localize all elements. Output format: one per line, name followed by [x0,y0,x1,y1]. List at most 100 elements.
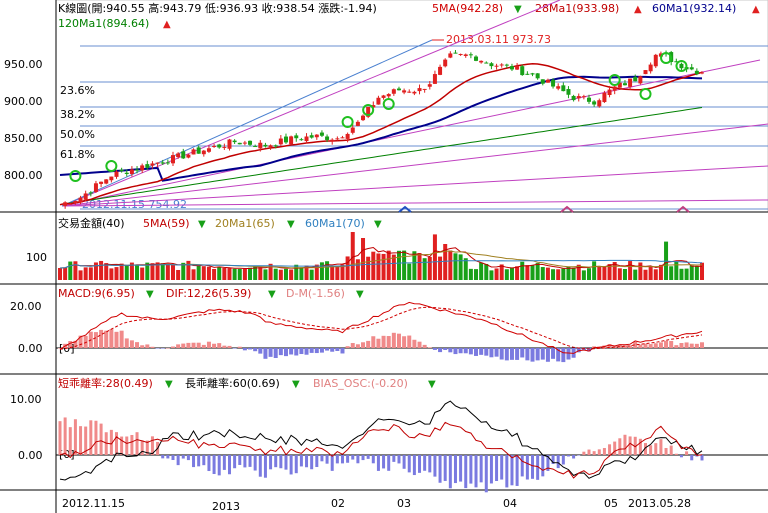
macd-histogram-bar [566,348,571,360]
candle-body [253,146,258,148]
bias-osc-bar [438,455,442,483]
candle-body [319,132,324,136]
bias-osc-bar [202,455,206,466]
bias-osc-bar [453,455,457,484]
bias-osc-bar [109,429,113,455]
macd-histogram-bar [535,348,540,361]
macd-histogram-bar [222,345,227,348]
bias-osc-bar [551,455,555,464]
candle-body [535,73,540,79]
candle-body [99,181,104,184]
low-annotation: 2012.11.15 754.92 [82,198,187,211]
bias-osc-bar [68,427,72,455]
candle-body [340,137,345,139]
bias-plot [56,400,768,493]
candle-body [700,72,704,74]
volume-bar [73,261,78,280]
macd-histogram-bar [160,348,165,349]
turn-arrow-icon [676,205,690,213]
bias-osc-bar [125,436,129,455]
candle-body [474,56,479,61]
bias-long-down-icon: ▼ [292,379,300,390]
macd-histogram-bar [201,344,206,348]
candle-body [381,95,386,98]
candle-body [628,78,633,87]
candle-body [674,61,679,63]
macd-histogram-bar [253,348,258,352]
bias-osc-bar [366,455,370,459]
bias-osc-bar [690,455,694,461]
bias-osc-bar [161,455,165,459]
candle-body [556,86,561,89]
candle-body [376,97,381,105]
ma120-up-icon: ▲ [163,19,171,30]
candle-body [78,197,83,203]
macd-tick: 20.00 [10,300,42,313]
candle-body [402,90,407,93]
macd-signal-line [59,306,703,350]
candle-body [325,136,330,140]
volume-bar [135,265,140,280]
macd-histogram-bar [376,338,381,348]
bias-osc-bar [428,455,432,473]
trend-line [61,39,433,207]
volume-bar [160,263,165,280]
volume-bar [504,269,509,280]
macd-histogram-bar [299,348,304,355]
bias-osc-bar [685,451,689,455]
turn-arrow-icon [560,205,574,213]
volume-bar [340,264,345,280]
candle-body [396,88,401,91]
candle-body [283,136,288,143]
volume-bar [633,269,638,280]
bias-osc-bar [356,455,360,464]
price-title: K線圖(開:940.55 高:943.79 低:936.93 收:938.54 … [58,1,377,15]
bias-osc-bar [104,432,108,455]
bias-osc-bar [602,448,606,455]
volume-bar [304,265,309,280]
macd-histogram-bar [371,336,376,348]
volume-bar [643,269,648,280]
candle-body [592,101,597,105]
bias-osc-bar [459,455,463,482]
ma120-line [59,107,703,206]
candle-body [350,127,355,133]
candle-body [304,136,309,142]
candle-body [566,89,571,95]
bias-osc-bar [469,455,473,484]
bias-osc-label: BIAS_OSC:(-0.20) [313,377,408,390]
candle-body [602,92,607,103]
candle-body [617,82,622,88]
candle-body [314,134,319,138]
volume-bar [617,268,622,280]
bias-osc-bar [135,432,139,455]
bias-osc-bar [623,434,627,455]
candle-body [268,145,273,148]
bias-osc-bar [94,420,98,455]
bias-osc-bar [192,455,196,468]
fib-labels: 23.6% 38.2% 50.0% 61.8% [60,84,95,161]
candle-body [227,139,232,149]
bias-osc-bar [659,439,663,455]
bias-osc-bar [448,455,452,489]
volume-bar [366,256,371,280]
macd-histogram-bar [278,348,283,356]
bias-osc-bar [397,455,401,464]
macd-histogram-bar [129,340,134,348]
volume-bar [330,266,335,280]
candle-body [448,53,453,58]
macd-histogram-bar [237,346,242,348]
volume-bar [551,269,556,280]
price-tick: 900.00 [4,95,43,108]
ma60-up-icon: ▲ [752,4,760,15]
candle-body [248,140,253,145]
macd-histogram-bar [638,344,643,348]
volume-bar [206,266,211,280]
volume-bar [658,264,663,280]
volume-bar [458,254,463,280]
bias-osc-bar [263,455,267,478]
candle-body [438,66,443,75]
macd-histogram-bar [438,348,443,353]
bias-osc-bar [227,455,231,475]
volume-ma5-down-icon: ▼ [198,219,206,230]
